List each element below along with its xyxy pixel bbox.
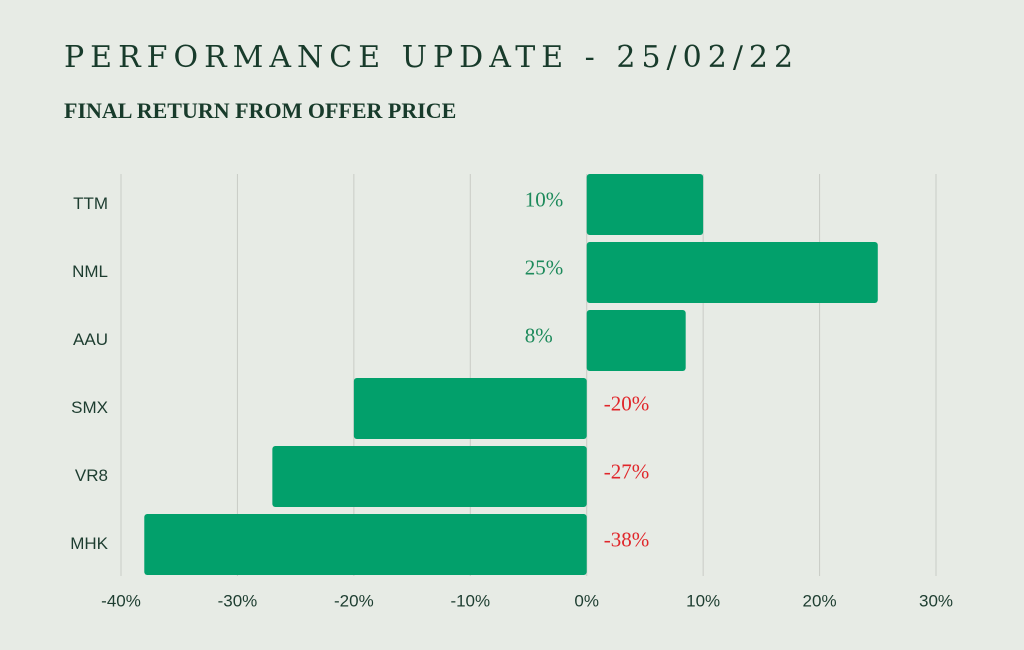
bar xyxy=(586,174,704,235)
bar xyxy=(586,310,686,371)
category-label: AAU xyxy=(73,330,108,349)
data-label: -27% xyxy=(604,459,650,483)
chart-title: PERFORMANCE UPDATE - 25/02/22 xyxy=(64,40,800,75)
category-label: MHK xyxy=(70,534,108,553)
category-labels: TTM NML AAU SMX VR8 MHK xyxy=(70,194,108,553)
data-label: -20% xyxy=(604,391,650,415)
x-tick-label: -40% xyxy=(101,591,141,610)
x-tick-label: -10% xyxy=(450,591,490,610)
data-label: 8% xyxy=(525,323,553,347)
x-tick-label: 20% xyxy=(803,591,837,610)
category-label: SMX xyxy=(71,398,108,417)
bar xyxy=(353,378,587,439)
x-tick-label: 0% xyxy=(574,591,599,610)
x-tick-label: 10% xyxy=(686,591,720,610)
x-tick-labels: -40% -30% -20% -10% 0% 10% 20% 30% xyxy=(101,591,953,610)
data-label: -38% xyxy=(604,527,650,551)
data-labels: 10% 25% 8% -20% -27% -38% xyxy=(525,187,650,551)
chart-subtitle: FINAL RETURN FROM OFFER PRICE xyxy=(64,98,457,123)
bar xyxy=(586,242,878,303)
data-label: 25% xyxy=(525,255,564,279)
category-label: NML xyxy=(72,262,108,281)
bar xyxy=(272,446,587,507)
data-label: 10% xyxy=(525,187,564,211)
category-label: TTM xyxy=(73,194,108,213)
x-tick-label: -30% xyxy=(218,591,258,610)
gridlines xyxy=(120,174,937,576)
bar xyxy=(144,514,587,575)
x-tick-label: -20% xyxy=(334,591,374,610)
bars xyxy=(144,174,878,575)
category-label: VR8 xyxy=(75,466,108,485)
x-tick-label: 30% xyxy=(919,591,953,610)
